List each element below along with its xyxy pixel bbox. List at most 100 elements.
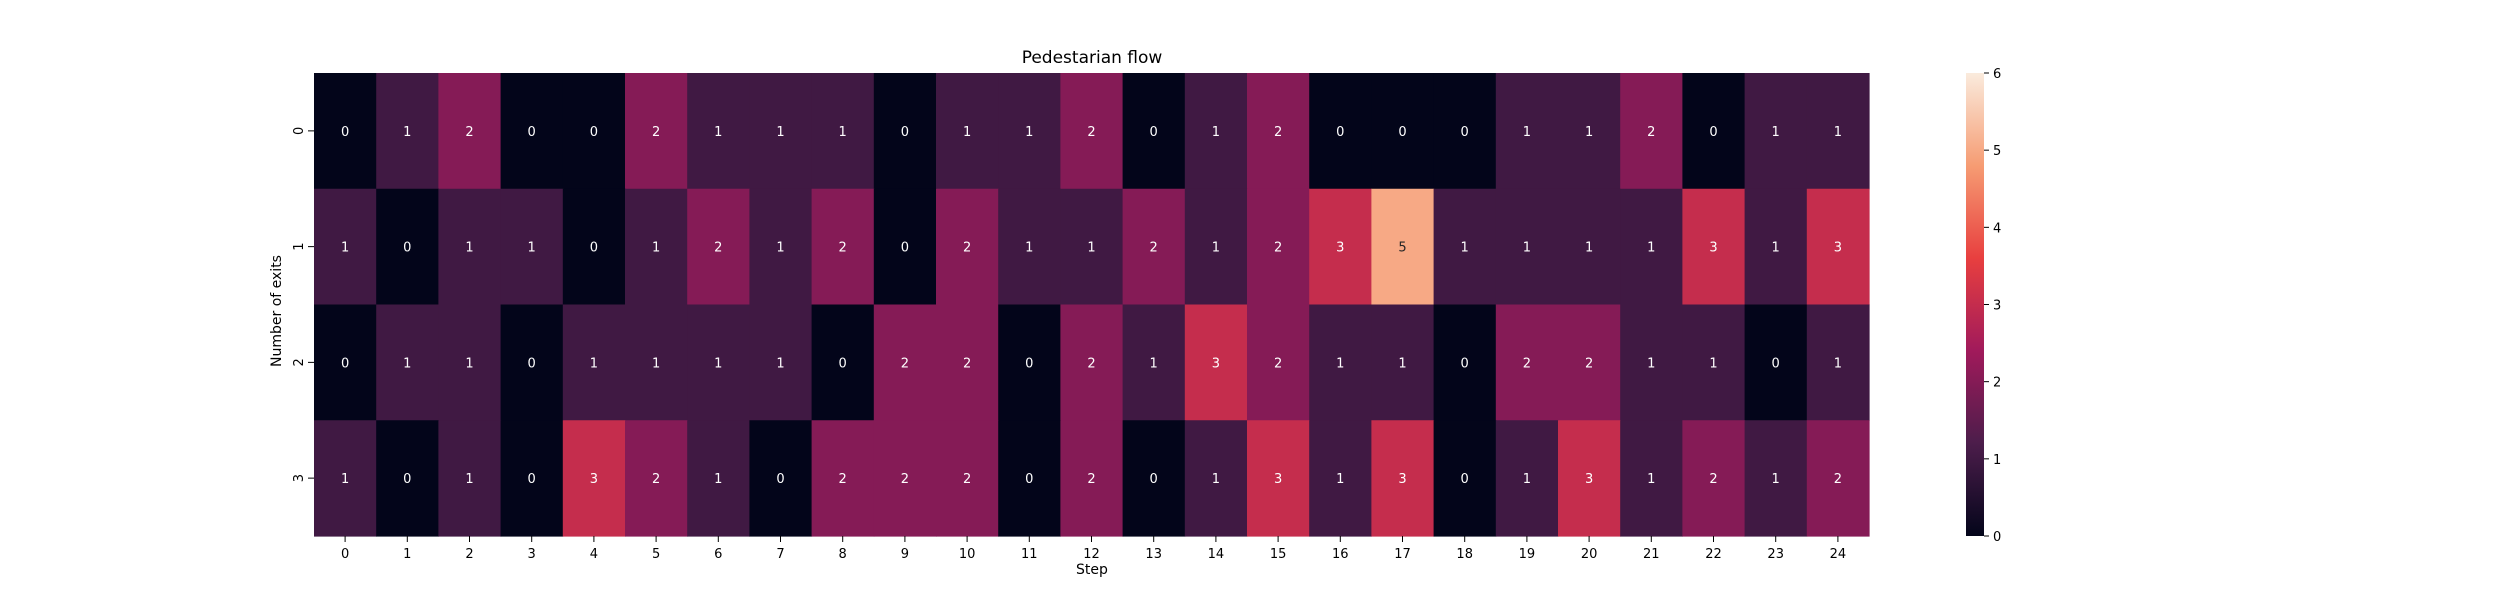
cell-value-label: 2: [1647, 125, 1655, 140]
heatmap-cell: [1433, 188, 1497, 306]
heatmap-cell: [1184, 304, 1248, 421]
x-tick-label: 19: [1519, 547, 1536, 562]
heatmap-cell: [625, 73, 688, 190]
heatmap-cell: [1620, 304, 1683, 421]
heatmap-cell: [1371, 304, 1435, 421]
heatmap-cell: [1495, 304, 1559, 421]
cell-value-label: 3: [1274, 472, 1282, 487]
cell-value-label: 0: [1461, 125, 1469, 140]
cell-value-label: 1: [1087, 241, 1095, 256]
cell-value-label: 1: [341, 241, 349, 256]
heatmap-cell: [376, 188, 439, 306]
heatmap-cell: [1309, 420, 1372, 537]
cell-value-label: 2: [1709, 472, 1717, 487]
cell-value-label: 0: [528, 356, 536, 371]
heatmap-cell: [1682, 304, 1746, 421]
x-tick-label: 12: [1083, 547, 1100, 562]
heatmap-cell: [500, 188, 564, 306]
cell-value-label: 0: [1398, 125, 1406, 140]
cell-value-label: 1: [590, 356, 598, 371]
cell-value-label: 2: [1274, 356, 1282, 371]
heatmap-cell: [1495, 420, 1559, 537]
cell-value-label: 1: [1212, 125, 1220, 140]
cell-value-label: 1: [714, 356, 722, 371]
colorbar-tick-label: 3: [1993, 299, 2001, 314]
heatmap-cell: [998, 420, 1061, 537]
heatmap-cell: [1184, 73, 1248, 190]
heatmap-cell: [873, 304, 937, 421]
heatmap-cell: [1060, 304, 1124, 421]
x-tick-label: 8: [839, 547, 847, 562]
heatmap-cell: [562, 420, 626, 537]
heatmap-cell: [500, 304, 564, 421]
heatmap-cell: [1620, 73, 1683, 190]
heatmap-cell: [1247, 73, 1310, 190]
cell-value-label: 1: [1025, 125, 1033, 140]
cell-value-label: 1: [1772, 125, 1780, 140]
cell-value-label: 0: [1150, 472, 1158, 487]
heatmap-cell: [500, 73, 564, 190]
cell-value-label: 1: [528, 241, 536, 256]
heatmap-cell: [873, 420, 937, 537]
heatmap-cell: [1806, 304, 1870, 421]
heatmap-cell: [749, 188, 813, 306]
cell-value-label: 1: [1398, 356, 1406, 371]
cell-value-label: 0: [1336, 125, 1344, 140]
x-tick-label: 15: [1270, 547, 1287, 562]
x-tick-label: 13: [1145, 547, 1162, 562]
cell-value-label: 1: [776, 241, 784, 256]
heatmap-cells: 0 1 2 0 0 2 1 1 1 0 1 1 2 0 1 2 0 0 0 1 1 2 0 1 1 1 0 1 1 0 1 2 1 2 0 2 1 1 2 1…: [314, 73, 1870, 537]
x-tick-label: 1: [403, 547, 411, 562]
cell-value-label: 2: [901, 356, 909, 371]
cell-value-label: 0: [528, 125, 536, 140]
cell-value-label: 2: [1274, 241, 1282, 256]
heatmap-cell: [1371, 188, 1435, 306]
cell-value-label: 1: [1772, 241, 1780, 256]
cell-value-label: 1: [1025, 241, 1033, 256]
heatmap-cell: [811, 304, 875, 421]
cell-value-label: 1: [1523, 241, 1531, 256]
heatmap-cell: [749, 304, 813, 421]
cell-value-label: 2: [1523, 356, 1531, 371]
cell-value-label: 2: [839, 241, 847, 256]
cell-value-label: 1: [1212, 472, 1220, 487]
heatmap-cell: [1806, 73, 1870, 190]
colorbar: [1966, 73, 1984, 536]
cell-value-label: 0: [1025, 356, 1033, 371]
heatmap-cell: [687, 188, 750, 306]
x-tick-label: 2: [465, 547, 473, 562]
cell-value-label: 0: [1461, 472, 1469, 487]
cell-value-label: 2: [963, 472, 971, 487]
heatmap-cell: [749, 420, 813, 537]
cell-value-label: 1: [1336, 356, 1344, 371]
cell-value-label: 1: [1585, 125, 1593, 140]
cell-value-label: 0: [403, 241, 411, 256]
cell-value-label: 2: [714, 241, 722, 256]
heatmap-cell: [811, 73, 875, 190]
cell-value-label: 2: [652, 472, 660, 487]
chart-title: Pedestarian flow: [1022, 48, 1163, 68]
cell-value-label: 0: [901, 241, 909, 256]
heatmap-cell: [314, 420, 377, 537]
x-tick-label: 16: [1332, 547, 1349, 562]
colorbar-tick-label: 6: [1993, 67, 2001, 82]
x-tick-label: 18: [1456, 547, 1473, 562]
cell-value-label: 0: [1772, 356, 1780, 371]
cell-value-label: 3: [1709, 241, 1717, 256]
cell-value-label: 2: [1585, 356, 1593, 371]
heatmap-cell: [1558, 73, 1621, 190]
heatmap-cell: [873, 73, 937, 190]
heatmap-cell: [1309, 304, 1372, 421]
heatmap-cell: [1495, 73, 1559, 190]
cell-value-label: 1: [403, 356, 411, 371]
heatmap-cell: [998, 304, 1061, 421]
cell-value-label: 5: [1398, 241, 1406, 256]
colorbar-ticks: 0 1 2 3 4 5 6: [1984, 67, 2001, 545]
x-tick-label: 10: [959, 547, 976, 562]
cell-value-label: 2: [1087, 472, 1095, 487]
x-tick-label: 9: [901, 547, 909, 562]
x-tick-label: 0: [341, 547, 349, 562]
heatmap-cell: [1682, 420, 1746, 537]
heatmap-cell: [998, 188, 1061, 306]
